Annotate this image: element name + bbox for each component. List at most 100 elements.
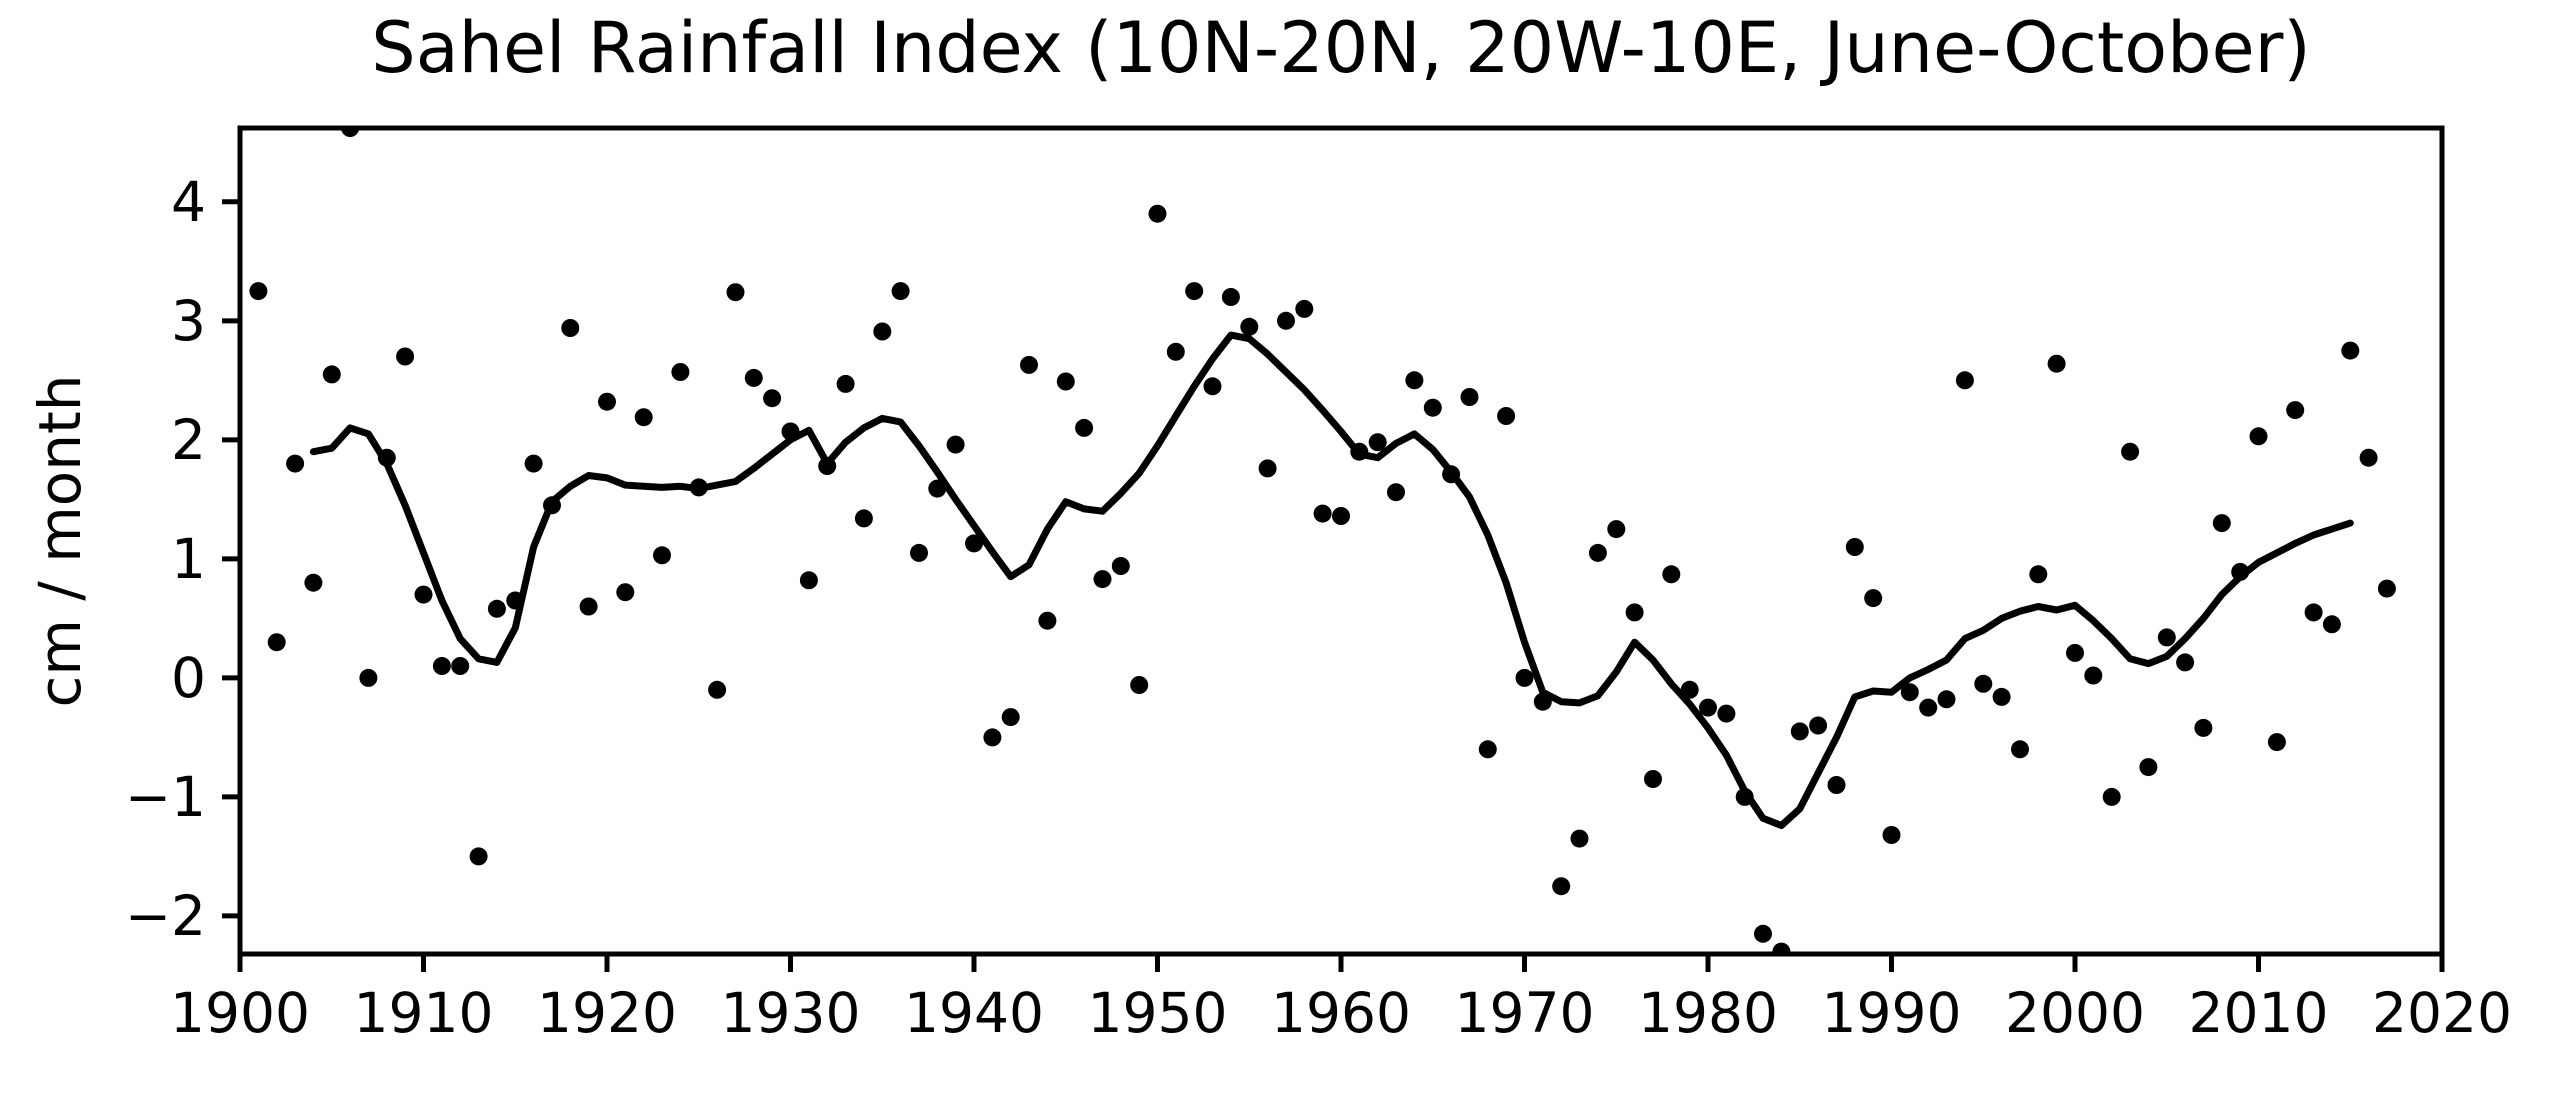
y-tick-label--1: −1 — [125, 765, 206, 829]
data-point-1958 — [1295, 299, 1314, 318]
data-point-1948 — [1111, 557, 1130, 575]
data-point-1976 — [1625, 603, 1644, 622]
data-point-1989 — [1864, 589, 1883, 608]
data-point-1965 — [1423, 398, 1442, 417]
data-point-1998 — [2029, 565, 2048, 584]
data-point-1992 — [1919, 698, 1938, 717]
data-point-2006 — [2176, 653, 2195, 672]
data-point-1996 — [1992, 687, 2011, 706]
data-point-1980 — [1699, 698, 1717, 717]
data-point-1969 — [1497, 407, 1516, 425]
data-point-1921 — [616, 583, 635, 602]
data-point-2008 — [2212, 514, 2231, 533]
axes-spines — [237, 125, 2445, 957]
data-point-1970 — [1515, 668, 1534, 687]
data-point-1957 — [1277, 311, 1295, 330]
data-point-1972 — [1552, 877, 1571, 896]
data-point-2005 — [2157, 628, 2176, 647]
data-point-2002 — [2102, 787, 2121, 806]
data-point-2000 — [2066, 643, 2084, 662]
data-point-1939 — [946, 435, 965, 454]
data-point-1913 — [469, 847, 488, 866]
data-point-1967 — [1460, 388, 1479, 406]
data-point-1902 — [267, 633, 286, 652]
data-point-1944 — [1038, 611, 1057, 630]
data-point-1949 — [1130, 676, 1149, 694]
data-point-2007 — [2194, 718, 2213, 737]
data-point-1936 — [891, 282, 910, 301]
data-point-1926 — [708, 680, 727, 699]
data-point-1975 — [1607, 520, 1626, 539]
data-point-1914 — [487, 599, 506, 618]
data-point-1928 — [744, 368, 763, 387]
chart-title: Sahel Rainfall Index (10N-20N, 20W-10E, … — [371, 7, 2310, 89]
data-point-1959 — [1313, 504, 1332, 523]
x-tick-label-1990: 1990 — [1822, 981, 1962, 1045]
x-tick-label-2020: 2020 — [2372, 981, 2512, 1045]
data-point-1933 — [836, 374, 855, 393]
data-point-1945 — [1056, 372, 1075, 391]
y-tick-label-4: 4 — [171, 170, 206, 234]
x-tick-label-1910: 1910 — [354, 981, 494, 1045]
data-point-1983 — [1754, 924, 1772, 943]
data-point-1901 — [249, 282, 268, 301]
data-point-2017 — [2377, 579, 2396, 598]
data-point-1929 — [763, 389, 782, 408]
data-point-1931 — [799, 571, 818, 590]
data-point-1937 — [910, 543, 928, 562]
data-point-1956 — [1258, 459, 1277, 478]
data-point-1954 — [1221, 288, 1240, 306]
x-tick-label-1930: 1930 — [721, 981, 861, 1045]
data-point-1978 — [1662, 565, 1681, 584]
data-point-1964 — [1405, 371, 1424, 390]
x-tick-label-1920: 1920 — [537, 981, 677, 1045]
data-point-1984 — [1772, 942, 1791, 954]
data-point-1990 — [1882, 826, 1901, 844]
y-tick-label-2: 2 — [171, 408, 206, 472]
data-point-1924 — [671, 363, 690, 381]
y-axis-label: cm / month — [26, 374, 94, 707]
data-point-1941 — [983, 728, 1002, 747]
data-point-2015 — [2341, 341, 2360, 360]
y-axis: −2 −1 0 1 2 3 4 — [125, 170, 240, 948]
data-point-1907 — [359, 668, 378, 687]
x-tick-label-1970: 1970 — [1455, 981, 1595, 1045]
data-point-2013 — [2304, 603, 2323, 622]
data-point-1935 — [873, 322, 892, 341]
x-tick-label-2000: 2000 — [2005, 981, 2145, 1045]
data-point-1903 — [286, 454, 305, 473]
data-point-1999 — [2047, 354, 2066, 373]
data-point-1910 — [414, 585, 433, 604]
data-point-1951 — [1166, 342, 1185, 361]
data-point-1960 — [1332, 507, 1350, 525]
data-point-1918 — [561, 319, 580, 337]
scatter-series — [249, 128, 2396, 954]
data-point-1985 — [1790, 722, 1809, 741]
x-tick-label-2010: 2010 — [2189, 981, 2329, 1045]
data-point-1906 — [341, 128, 360, 137]
data-point-1927 — [726, 283, 745, 302]
data-point-1988 — [1845, 538, 1864, 556]
data-point-1974 — [1588, 543, 1607, 562]
data-layer — [249, 128, 2396, 954]
data-point-2010 — [2249, 427, 2268, 446]
data-point-1955 — [1240, 317, 1259, 336]
data-point-1952 — [1185, 282, 1204, 301]
data-point-1922 — [634, 408, 653, 427]
data-point-1986 — [1809, 716, 1828, 735]
plot-area: 1900 1910 1920 1930 1940 1950 1960 1970 1980 1990… — [125, 125, 2512, 1045]
data-point-2016 — [2359, 448, 2378, 467]
data-point-2011 — [2267, 733, 2286, 752]
y-tick-label--2: −2 — [125, 884, 206, 948]
y-tick-label-0: 0 — [171, 646, 206, 710]
data-point-1920 — [598, 392, 616, 411]
data-point-1947 — [1093, 570, 1112, 589]
x-tick-label-1940: 1940 — [904, 981, 1044, 1045]
x-axis: 1900 1910 1920 1930 1940 1950 1960 1970 1980 1990… — [170, 954, 2512, 1045]
y-tick-label-1: 1 — [171, 527, 206, 591]
data-point-1919 — [579, 597, 598, 616]
data-point-2012 — [2286, 401, 2305, 420]
data-point-1968 — [1478, 740, 1497, 759]
data-point-1973 — [1570, 829, 1589, 848]
